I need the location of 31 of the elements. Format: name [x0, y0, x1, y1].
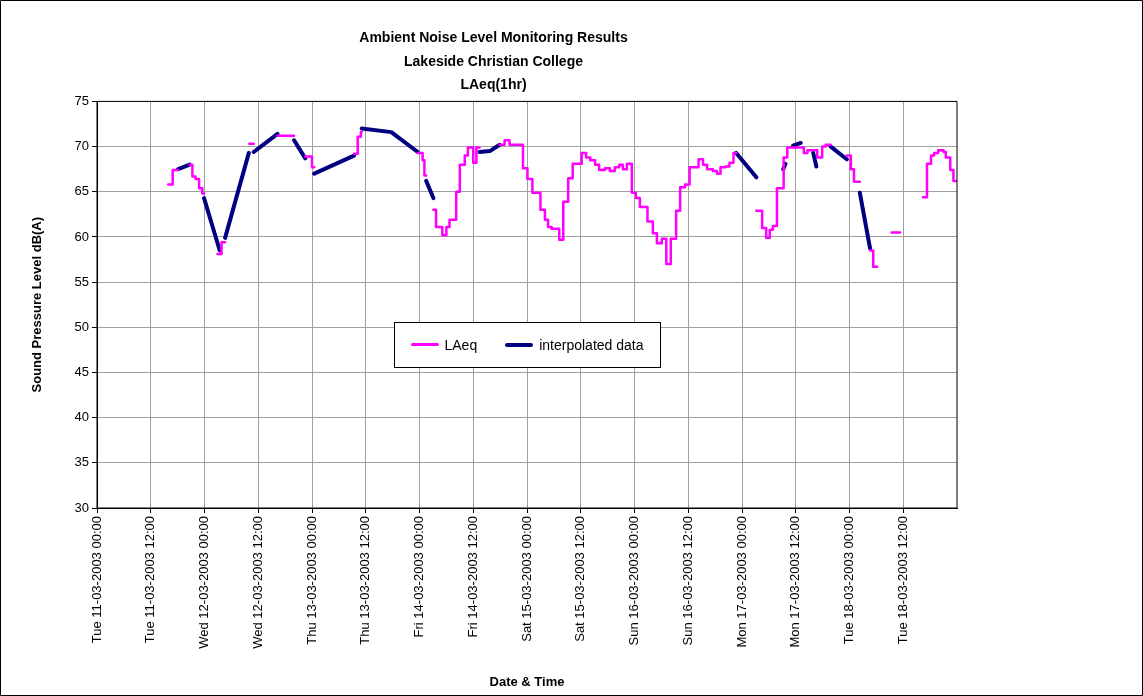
x-tick-label: Thu 13-03-2003 00:00 [303, 516, 319, 645]
y-tick-label: 55 [74, 273, 89, 289]
x-tick-label: Tue 18-03-2003 12:00 [894, 516, 910, 645]
x-axis-title: Date & Time [489, 673, 565, 689]
x-tick-label: Sun 16-03-2003 00:00 [626, 516, 642, 646]
y-tick-label: 30 [74, 499, 89, 515]
x-tick-label: Mon 17-03-2003 12:00 [787, 516, 803, 648]
x-tick-label: Tue 11-03-2003 12:00 [142, 516, 158, 644]
y-tick-label: 75 [74, 92, 89, 108]
y-tick-label: 65 [74, 183, 89, 199]
x-tick-label: Fri 14-03-2003 12:00 [464, 516, 480, 638]
x-tick-label: Mon 17-03-2003 00:00 [733, 516, 749, 648]
y-axis-title: Sound Pressure Level dB(A) [29, 216, 45, 393]
x-tick-label: Wed 12-03-2003 00:00 [196, 516, 212, 649]
x-tick-label: Wed 12-03-2003 12:00 [249, 516, 265, 649]
y-tick-label: 70 [74, 138, 89, 154]
y-tick-label: 40 [74, 409, 89, 425]
x-tick-label: Fri 14-03-2003 00:00 [411, 516, 427, 638]
y-tick-label: 45 [74, 364, 89, 380]
x-tick-label: Sat 15-03-2003 00:00 [518, 516, 534, 642]
legend-label: LAeq [444, 336, 478, 353]
x-tick-label: Sat 15-03-2003 12:00 [572, 516, 588, 642]
x-tick-label: Tue 11-03-2003 00:00 [88, 516, 104, 644]
x-tick-label: Sun 16-03-2003 12:00 [679, 516, 695, 646]
legend-label: interpolated data [539, 336, 644, 353]
chart-title: Ambient Noise Level Monitoring Results Lakeside Christian College LAeq(1hr) [359, 28, 628, 93]
x-tick-label: Tue 18-03-2003 00:00 [841, 516, 857, 645]
y-tick-label: 50 [74, 318, 89, 334]
y-tick-label: 60 [74, 228, 89, 244]
x-tick-label: Thu 13-03-2003 12:00 [357, 516, 373, 645]
y-tick-label: 35 [74, 454, 89, 470]
